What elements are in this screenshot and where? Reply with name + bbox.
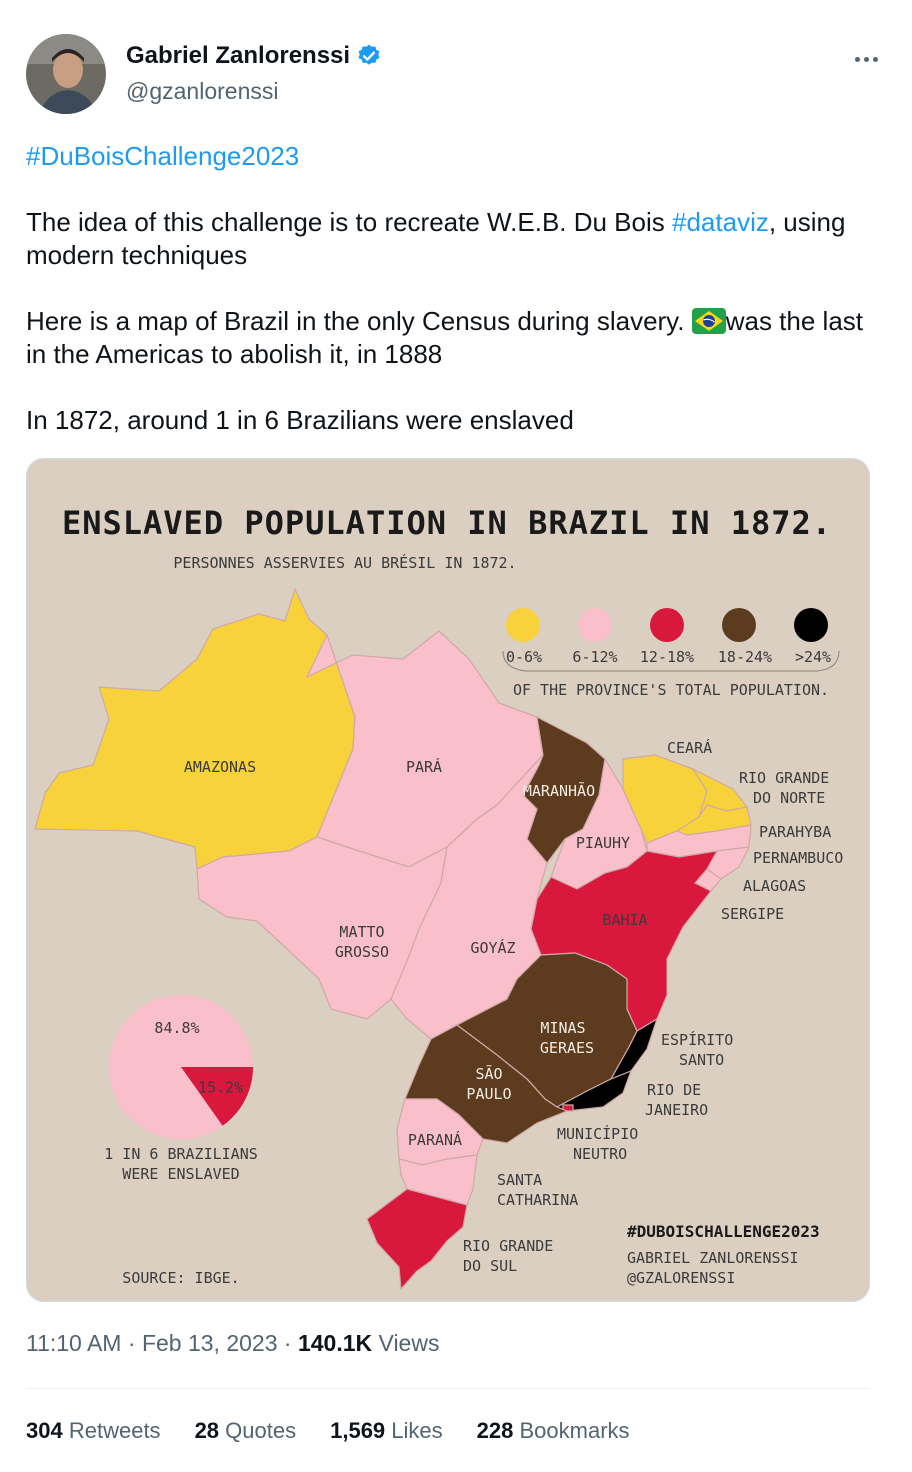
- pie-caption-1: 1 IN 6 BRAZILIANS: [104, 1145, 258, 1163]
- label-bahia: BAHIA: [602, 911, 647, 929]
- label-piauhy: PIAUHY: [576, 834, 630, 852]
- label-es-1: ESPÍRITO: [661, 1030, 733, 1049]
- dataviz-link[interactable]: #dataviz: [672, 207, 769, 237]
- tweet-image[interactable]: .ttl { font-family: "DejaVu Sans Mono", …: [26, 458, 870, 1302]
- province-amazonas: [34, 587, 356, 870]
- label-sergipe: SERGIPE: [721, 905, 784, 923]
- likes-stat[interactable]: 1,569 Likes: [330, 1418, 443, 1443]
- pie-chart: 84.8% 15.2% 1 IN 6 BRAZILIANS WERE ENSLA…: [104, 995, 258, 1183]
- tweet-date[interactable]: Feb 13, 2023: [141, 1330, 278, 1356]
- province-labels: AMAZONAS PARÁ MARANHÃO PIAUHY CEARÁ RIO …: [184, 738, 843, 1275]
- legend-swatch-6-12: [578, 608, 612, 642]
- label-rgs-2: DO SUL: [463, 1257, 517, 1275]
- more-options-icon[interactable]: [846, 44, 886, 74]
- label-ceara: CEARÁ: [667, 738, 712, 757]
- pie-label-free: 84.8%: [154, 1019, 199, 1037]
- tweet-text: #DuBoisChallenge2023 The idea of this ch…: [26, 140, 886, 470]
- tweet-meta: 11:10 AM · Feb 13, 2023 · 140.1K Views: [26, 1330, 440, 1356]
- label-alagoas: ALAGOAS: [743, 877, 806, 895]
- brazil-map-chart: .ttl { font-family: "DejaVu Sans Mono", …: [34, 504, 843, 1291]
- author-name-row: Gabriel Zanlorenssi: [126, 42, 382, 70]
- label-pernambuco: PERNAMBUCO: [753, 849, 843, 867]
- label-rgn-2: DO NORTE: [753, 789, 825, 807]
- text-para1-post: , using modern techniques: [26, 207, 846, 270]
- label-rj-2: JANEIRO: [645, 1101, 708, 1119]
- pie-slice-free: [109, 995, 253, 1140]
- credit-handle: @GZALORENSSI: [627, 1269, 735, 1287]
- label-sp-2: PAULO: [466, 1085, 511, 1103]
- label-parahyba: PARAHYBA: [759, 823, 831, 841]
- province-goyaz: [390, 754, 548, 1040]
- label-parana: PARANÁ: [408, 1130, 462, 1149]
- pie-caption-2: WERE ENSLAVED: [122, 1165, 239, 1183]
- province-rio-grande-do-sul: [366, 1188, 468, 1291]
- pie-slice-enslaved: [181, 1067, 254, 1126]
- label-minas-2: GERAES: [540, 1039, 594, 1057]
- legend-swatch-12-18: [650, 608, 684, 642]
- legend: 0-6% 6-12% 12-18% 18-24% >24% OF THE PRO…: [502, 608, 840, 699]
- legend-label-gt24: >24%: [795, 648, 831, 666]
- legend-label-12-18: 12-18%: [640, 648, 694, 666]
- label-rj-1: RIO DE: [647, 1081, 701, 1099]
- province-rio-de-janeiro: [555, 1069, 633, 1112]
- legend-swatch-0-6: [506, 608, 540, 642]
- label-rgn-1: RIO GRANDE: [739, 769, 829, 787]
- label-mn-1: MUNICÍPIO: [557, 1124, 638, 1143]
- label-minas-1: MINAS: [540, 1019, 585, 1037]
- text-para2-post: was the last in the Americas to abolish …: [26, 306, 864, 369]
- verified-badge-icon: [358, 44, 380, 65]
- province-santa-catharina: [398, 1154, 478, 1206]
- label-matto-2: GROSSO: [335, 943, 389, 961]
- source-label: SOURCE: IBGE.: [122, 1269, 239, 1287]
- label-amazonas: AMAZONAS: [184, 758, 256, 776]
- legend-caption: OF THE PROVINCE'S TOTAL POPULATION.: [513, 681, 829, 699]
- label-mn-2: NEUTRO: [573, 1145, 627, 1163]
- author-name[interactable]: Gabriel Zanlorenssi: [126, 42, 351, 69]
- retweets-stat[interactable]: 304 Retweets: [26, 1418, 161, 1443]
- challenge-tag: #DUBOISCHALLENGE2023: [627, 1222, 820, 1241]
- label-matto-1: MATTO: [339, 923, 384, 941]
- legend-swatch-gt24: [794, 608, 828, 642]
- provinces: [34, 587, 752, 1291]
- tweet-time[interactable]: 11:10 AM: [26, 1330, 122, 1356]
- legend-label-6-12: 6-12%: [572, 648, 617, 666]
- brazil-flag-icon: [691, 308, 726, 334]
- text-para3: In 1872, around 1 in 6 Brazilians were e…: [26, 405, 574, 435]
- label-goyaz: GOYÁZ: [470, 938, 515, 957]
- tweet-header: Gabriel Zanlorenssi @gzanlorenssi: [26, 34, 886, 114]
- views-label: Views: [378, 1330, 440, 1356]
- label-sc-2: CATHARINA: [497, 1191, 578, 1209]
- label-rgs-1: RIO GRANDE: [463, 1237, 553, 1255]
- author-handle[interactable]: @gzanlorenssi: [126, 78, 279, 104]
- bookmarks-stat[interactable]: 228 Bookmarks: [476, 1418, 630, 1443]
- label-maranhao: MARANHÃO: [523, 781, 595, 800]
- label-es-2: SANTO: [679, 1051, 724, 1069]
- text-para1-pre: The idea of this challenge is to recreat…: [26, 207, 672, 237]
- map-subtitle: PERSONNES ASSERVIES AU BRÉSIL IN 1872.: [173, 553, 516, 572]
- legend-label-0-6: 0-6%: [506, 648, 542, 666]
- credit-name: GABRIEL ZANLORENSSI: [627, 1249, 799, 1267]
- engagement-stats: 304 Retweets 28 Quotes 1,569 Likes 228 B…: [26, 1418, 630, 1444]
- label-sc-1: SANTA: [497, 1171, 542, 1189]
- views-count: 140.1K: [297, 1330, 373, 1356]
- quotes-stat[interactable]: 28 Quotes: [194, 1418, 297, 1443]
- text-para2-pre: Here is a map of Brazil in the only Cens…: [26, 306, 692, 336]
- legend-swatch-18-24: [722, 608, 756, 642]
- label-para: PARÁ: [406, 757, 442, 776]
- label-sp-1: SÃO: [475, 1064, 502, 1083]
- avatar[interactable]: [26, 34, 106, 114]
- hashtag-link[interactable]: #DuBoisChallenge2023: [26, 141, 300, 171]
- legend-label-18-24: 18-24%: [718, 648, 772, 666]
- pie-label-enslaved: 15.2%: [198, 1079, 243, 1097]
- map-title: ENSLAVED POPULATION IN BRAZIL IN 1872.: [62, 504, 832, 542]
- divider: [26, 1388, 870, 1389]
